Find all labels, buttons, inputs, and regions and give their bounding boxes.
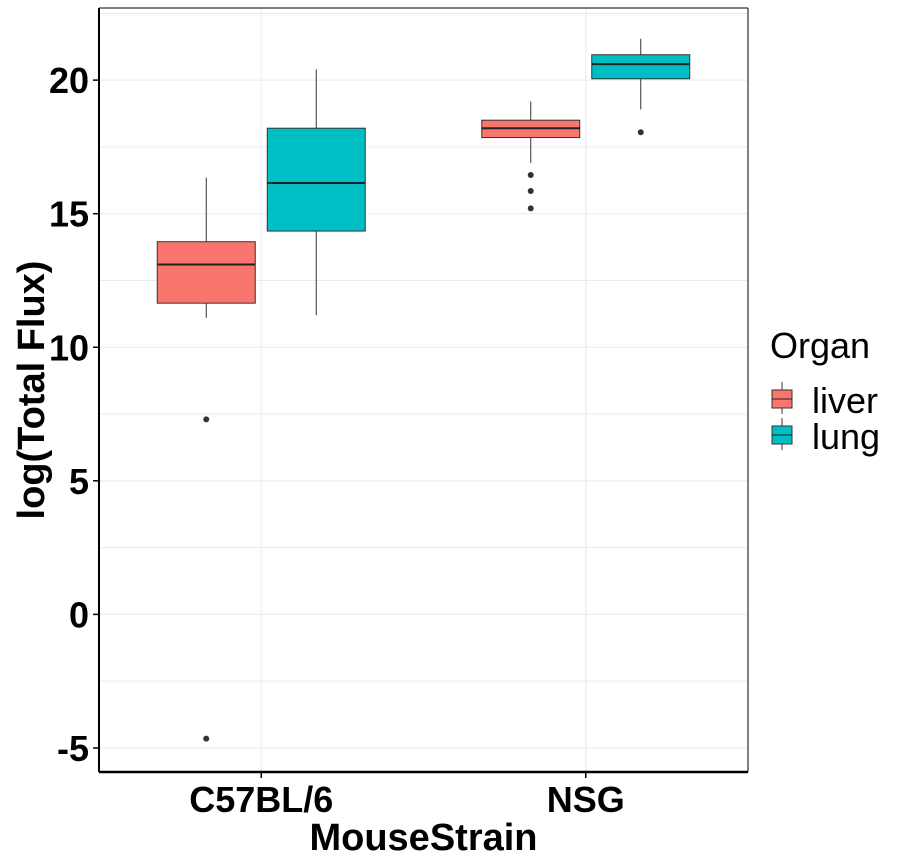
grid-lines [99, 8, 748, 772]
legend-title: Organ [770, 325, 870, 366]
outlier-point [527, 205, 534, 212]
legend-label-lung: lung [812, 416, 880, 457]
y-tick-label: 15 [49, 194, 89, 235]
outlier-point [527, 187, 534, 194]
y-tick-label: -5 [57, 728, 89, 769]
x-tick-label: C57BL/6 [189, 779, 333, 820]
y-tick-label: 20 [49, 60, 89, 101]
boxes [156, 38, 691, 742]
y-tick-label: 5 [69, 461, 89, 502]
box-liver [156, 241, 256, 304]
y-tick-label: 0 [69, 594, 89, 635]
x-axis-title: MouseStrain [309, 817, 537, 859]
box-lung [591, 54, 691, 80]
outlier-point [527, 171, 534, 178]
y-tick-label: 10 [49, 327, 89, 368]
x-tick-label: NSG [547, 779, 625, 820]
box-lung [266, 127, 366, 232]
outlier-point [203, 416, 210, 423]
legend-label-liver: liver [812, 380, 878, 421]
y-axis-title: log(Total Flux) [11, 261, 53, 520]
outlier-point [203, 735, 210, 742]
outlier-point [637, 129, 644, 136]
